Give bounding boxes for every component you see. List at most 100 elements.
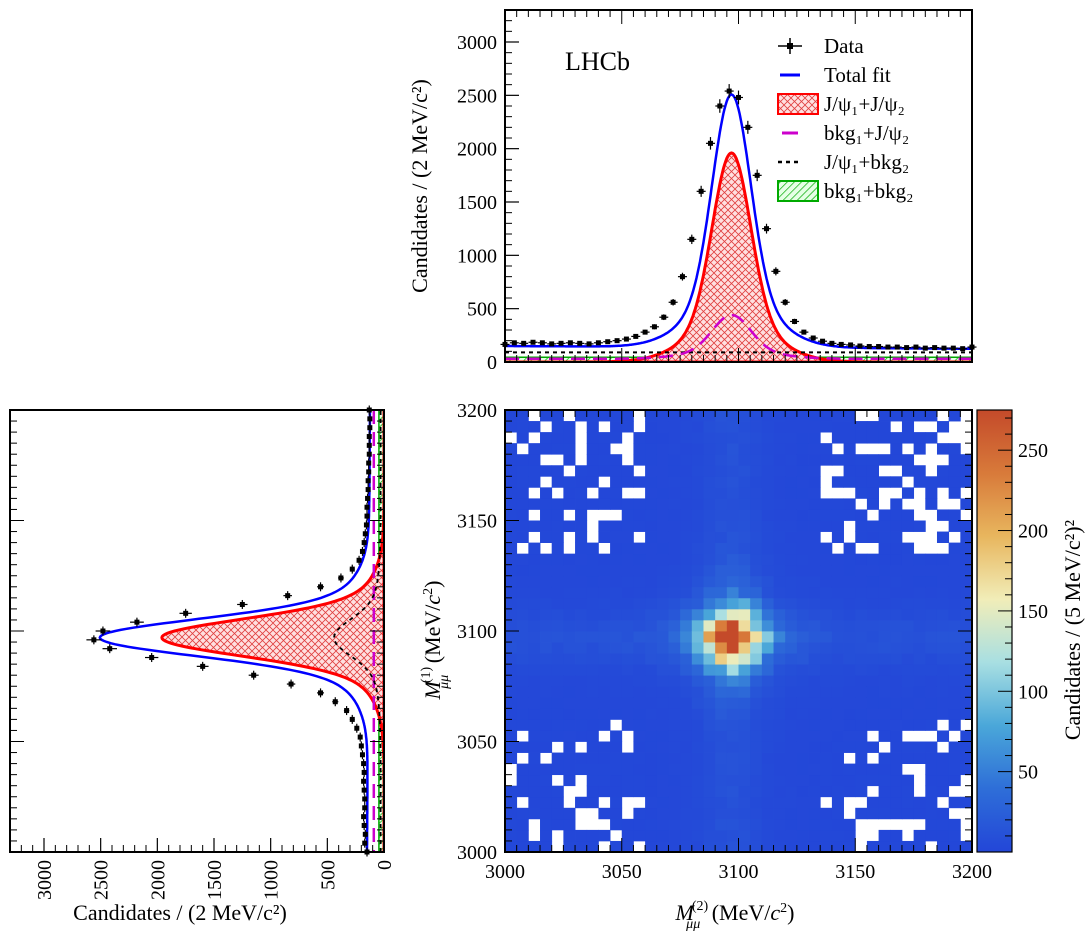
heatmap-cell [901, 653, 915, 665]
heatmap-cell [586, 619, 599, 632]
heatmap-cell [516, 597, 529, 610]
heatmap-cell [960, 840, 973, 853]
heatmap-cell [726, 608, 739, 621]
heatmap-cell [750, 796, 763, 809]
heatmap-cell [680, 443, 693, 455]
heatmap-cell [866, 432, 879, 444]
heatmap-cell [773, 763, 786, 776]
heatmap-cell [878, 675, 891, 687]
heatmap-cell [621, 520, 634, 532]
data-point [528, 339, 538, 345]
heatmap-cell [948, 697, 961, 709]
heatmap-cell [890, 542, 903, 555]
data-point [317, 688, 325, 698]
heatmap-cell [866, 796, 879, 809]
heatmap-cell [750, 564, 763, 577]
data-point [911, 344, 921, 350]
data-point [668, 298, 678, 306]
heatmap-cell [843, 818, 856, 831]
data-point [799, 329, 809, 335]
experiment-label: LHCb [565, 47, 630, 76]
heatmap-cell [808, 487, 821, 499]
heatmap-cell [785, 443, 798, 455]
heatmap-cell [680, 410, 693, 422]
heatmap-cell [738, 454, 751, 466]
heatmap-cell [750, 664, 763, 676]
heatmap-cell [715, 509, 728, 521]
heatmap-cell [551, 597, 564, 610]
heatmap-cell [948, 708, 961, 720]
heatmap-cell [773, 586, 786, 599]
heatmap-cell [855, 553, 868, 566]
heatmap-cell [540, 586, 553, 599]
data-point [237, 599, 248, 609]
heatmap-cell [866, 476, 879, 488]
heatmap-cell [656, 697, 669, 709]
heatmap-cell [680, 520, 693, 532]
heatmap-cell [563, 631, 576, 643]
data-point [808, 335, 818, 341]
heatmap-cell [575, 498, 588, 510]
heatmap-cell [621, 531, 634, 543]
heatmap-cell [691, 498, 704, 510]
heatmap-panel: 3000 3050 3100 3150 320030003050310031503200… [419, 400, 1085, 932]
heatmap-cell [773, 796, 786, 809]
heatmap-cell [866, 597, 879, 610]
data-point [659, 314, 669, 321]
heatmap-cell [761, 542, 774, 555]
data-point [95, 626, 111, 636]
heatmap-cell [715, 664, 728, 676]
heatmap-cell [936, 686, 950, 698]
heatmap-cell [680, 796, 693, 809]
heatmap-cell [948, 829, 961, 842]
heatmap-cell [843, 553, 856, 566]
heatmap-cell [505, 664, 518, 676]
heatmap-cell [551, 432, 564, 444]
data-point [855, 343, 865, 349]
heatmap-cell [563, 807, 576, 820]
heatmap-cell [621, 564, 634, 577]
heatmap-cell [890, 697, 903, 709]
heatmap-cell [703, 443, 716, 455]
heatmap-cell [645, 597, 658, 610]
heatmap-cell [843, 608, 856, 621]
heatmap-cell [598, 763, 611, 776]
heatmap-cell [796, 807, 809, 820]
heatmap-cell [925, 619, 938, 632]
heatmap-cell [738, 531, 751, 543]
heatmap-cell [761, 498, 774, 510]
heatmap-cell [563, 586, 576, 599]
heatmap-cell [750, 686, 763, 698]
heatmap-cell [936, 443, 950, 455]
data-point [361, 820, 367, 830]
heatmap-cell [925, 664, 938, 676]
heatmap-cell [808, 531, 821, 543]
heatmap-cell [785, 597, 798, 610]
heatmap-cell [540, 410, 553, 422]
heatmap-cell [598, 697, 611, 709]
heatmap-cell [785, 697, 798, 709]
heatmap-cell [656, 476, 669, 488]
heatmap-cell [843, 829, 856, 842]
heatmap-cell [761, 608, 774, 621]
heatmap-cell [668, 730, 681, 742]
heatmap-cell [598, 664, 611, 676]
heatmap-cell [703, 840, 716, 853]
heatmap-cell [796, 443, 809, 455]
heatmap-cell [878, 520, 891, 532]
heatmap-cell [761, 686, 774, 698]
heatmap-cell [948, 763, 961, 776]
heatmap-cell [563, 642, 576, 654]
heatmap-cell [796, 730, 809, 742]
data-point [780, 298, 790, 306]
heatmap-cell [726, 509, 739, 521]
heatmap-cell [598, 642, 611, 654]
heatmap-cell [831, 619, 844, 632]
heatmap-cell [575, 531, 588, 543]
heatmap-cell [808, 465, 821, 477]
data-point [902, 345, 912, 351]
heatmap-cell [633, 619, 646, 632]
heatmap-cell [575, 675, 588, 687]
heatmap-cell [540, 818, 553, 831]
heatmap-cell [645, 829, 658, 842]
